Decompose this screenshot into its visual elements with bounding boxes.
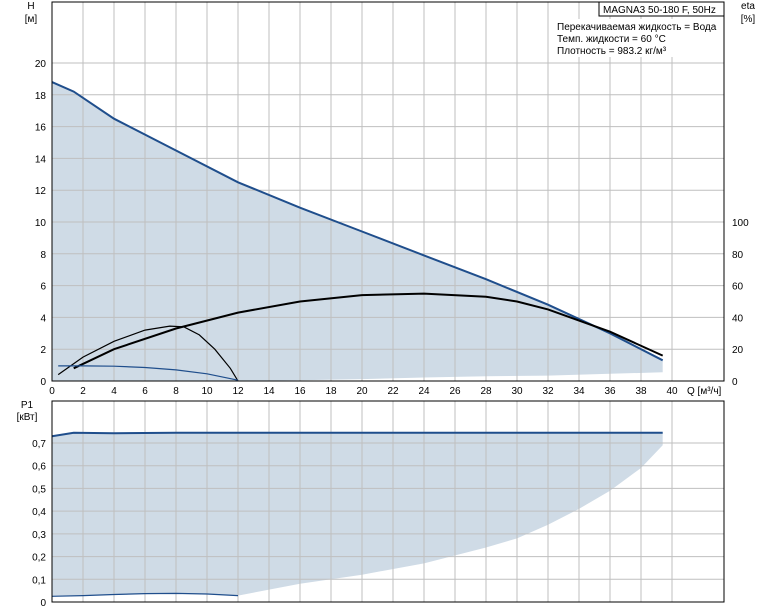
annotation-density: Плотность = 983.2 кг/м³ (557, 46, 667, 57)
upper-chart: 0 2 4 6 8 10 12 14 16 18 20 22 24 26 28 30 32 34 36 38 40 02… (25, 1, 756, 397)
lower-area-fill (52, 432, 663, 597)
y-tick-label-power: 0,5 (32, 484, 46, 495)
x-tick-label: 22 (387, 386, 399, 397)
lower-operating-area (52, 432, 663, 597)
y-tick-label-head: 16 (35, 123, 47, 134)
y-tick-label-head: 10 (35, 218, 47, 229)
upper-plot-frame (51, 1, 725, 382)
y-tick-label-power: 0,1 (32, 575, 46, 586)
x-tick-label: 10 (201, 386, 213, 397)
x-tick-label: 14 (263, 386, 275, 397)
x-tick-label: 30 (511, 386, 523, 397)
efficiency-max-curve (73, 292, 664, 370)
x-tick-label: 32 (542, 386, 554, 397)
y-tick-label-head: 18 (35, 91, 47, 102)
y-tick-label-head: 2 (40, 345, 46, 356)
annotation-box (553, 19, 723, 57)
head-max-curve (51, 81, 664, 362)
y-tick-label-eta: 60 (732, 282, 744, 293)
y-tick-label-power: 0,7 (32, 439, 46, 450)
y-axis-name-power: P1 (21, 400, 34, 411)
x-tick-label: 38 (635, 386, 647, 397)
x-tick-label: 24 (418, 386, 430, 397)
upper-operating-area (52, 82, 663, 381)
chart-title: MAGNA3 50-180 F, 50Hz (603, 5, 716, 16)
y-tick-label-eta: 100 (732, 218, 749, 229)
y-axis-name-eta: eta (741, 1, 755, 12)
y-tick-label-head: 0 (40, 377, 46, 388)
x-tick-label: 28 (480, 386, 492, 397)
y-axis-unit-head: [м] (25, 14, 38, 25)
annotation-liquid: Перекачиваемая жидкость = Вода (557, 22, 717, 33)
y-tick-label-power: 0 (40, 598, 46, 609)
head-min-curve (58, 365, 239, 381)
x-tick-label: 36 (604, 386, 616, 397)
lower-chart: 0 0,1 0,2 0,3 0,4 0,5 0,6 0,7 P1 [кВт] (17, 400, 725, 609)
y-tick-label-power: 0,3 (32, 530, 46, 541)
y-tick-label-eta: 40 (732, 313, 744, 324)
upper-area-fill (52, 82, 663, 381)
y-tick-label-head: 12 (35, 186, 47, 197)
efficiency-min-curve (57, 325, 239, 382)
upper-curves (51, 81, 664, 382)
x-tick-label: 26 (449, 386, 461, 397)
x-tick-label: 8 (173, 386, 179, 397)
y-tick-labels-head: 0 2 4 6 8 10 12 14 16 18 20 (35, 59, 47, 388)
x-tick-label: 18 (325, 386, 337, 397)
y-axis-unit-eta: [%] (741, 14, 756, 25)
y-tick-label-power: 0,4 (32, 507, 46, 518)
title-box (598, 1, 725, 17)
y-tick-label-head: 20 (35, 59, 47, 70)
y-tick-labels-power: 0 0,1 0,2 0,3 0,4 0,5 0,6 0,7 (32, 439, 46, 609)
x-tick-label: 16 (294, 386, 306, 397)
x-tick-label: 6 (142, 386, 148, 397)
power-min-curve (51, 592, 239, 597)
y-tick-label-eta: 0 (732, 377, 738, 388)
y-tick-label-head: 6 (40, 282, 46, 293)
lower-plot-frame (51, 400, 725, 603)
y-tick-label-power: 0,2 (32, 553, 46, 564)
x-tick-label: 4 (111, 386, 117, 397)
y-tick-label-eta: 20 (732, 345, 744, 356)
lower-curves (51, 431, 663, 597)
x-tick-label: 20 (356, 386, 368, 397)
x-tick-label: 40 (666, 386, 678, 397)
annotation-temperature: Темп. жидкости = 60 °C (557, 34, 666, 45)
y-axis-name-head: H (27, 1, 34, 12)
x-tick-labels: 0 2 4 6 8 10 12 14 16 18 20 22 24 26 28 30 32 34 36 38 40 (49, 386, 678, 397)
x-tick-label: 34 (573, 386, 585, 397)
y-tick-label-eta: 80 (732, 250, 744, 261)
y-axis-unit-power: [кВт] (17, 412, 38, 423)
y-tick-labels-eta: 0 20 40 60 80 100 (732, 218, 749, 388)
power-max-curve (51, 431, 663, 438)
x-axis-label: Q [м³/ч] (687, 386, 722, 397)
y-tick-label-head: 4 (40, 313, 46, 324)
x-tick-label: 0 (49, 386, 55, 397)
x-tick-label: 12 (232, 386, 244, 397)
y-tick-label-head: 14 (35, 154, 47, 165)
x-tick-label: 2 (80, 386, 86, 397)
y-tick-label-power: 0,6 (32, 462, 46, 473)
y-tick-label-head: 8 (40, 250, 46, 261)
